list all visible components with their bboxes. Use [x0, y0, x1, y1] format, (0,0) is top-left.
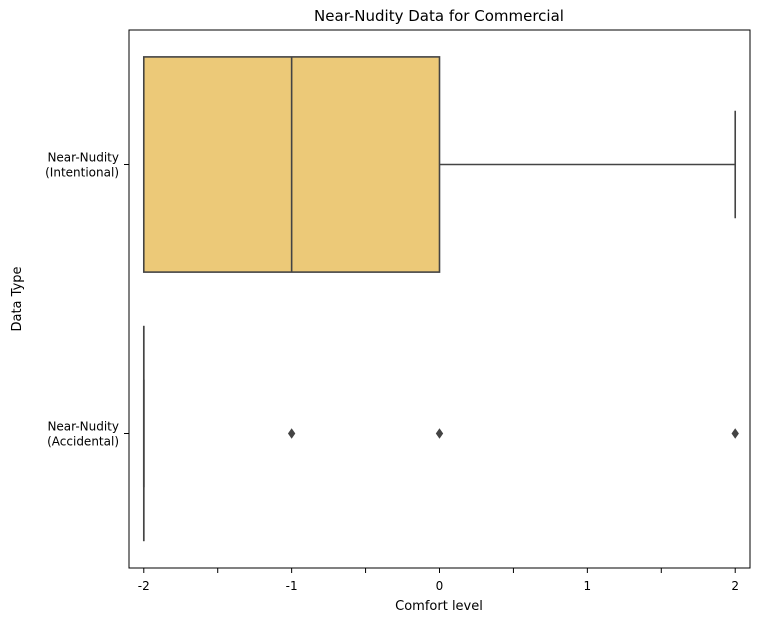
y-tick-label-line: (Intentional) — [45, 166, 119, 180]
outlier-point — [435, 428, 444, 439]
x-tick-label: 2 — [731, 579, 739, 593]
x-axis-label: Comfort level — [395, 599, 483, 614]
x-tick-label: -2 — [138, 579, 150, 593]
y-tick-label: Near-Nudity (Accidental) — [47, 420, 119, 449]
y-tick-label-line: Near-Nudity — [47, 151, 119, 165]
box-group-1 — [142, 325, 739, 542]
outlier-point — [731, 428, 739, 439]
x-tick-label: -1 — [286, 579, 298, 593]
box-group-0 — [142, 56, 737, 273]
y-tick-label-line: (Accidental) — [47, 435, 119, 449]
y-axis-label: Data Type — [10, 266, 25, 331]
chart-title: Near-Nudity Data for Commercial — [314, 7, 564, 25]
x-tick-label: 0 — [436, 579, 444, 593]
x-tick-label: 1 — [584, 579, 592, 593]
y-tick-label: Near-Nudity (Intentional) — [45, 151, 119, 180]
outlier-point — [287, 428, 296, 439]
y-tick-label-line: Near-Nudity — [47, 420, 119, 434]
